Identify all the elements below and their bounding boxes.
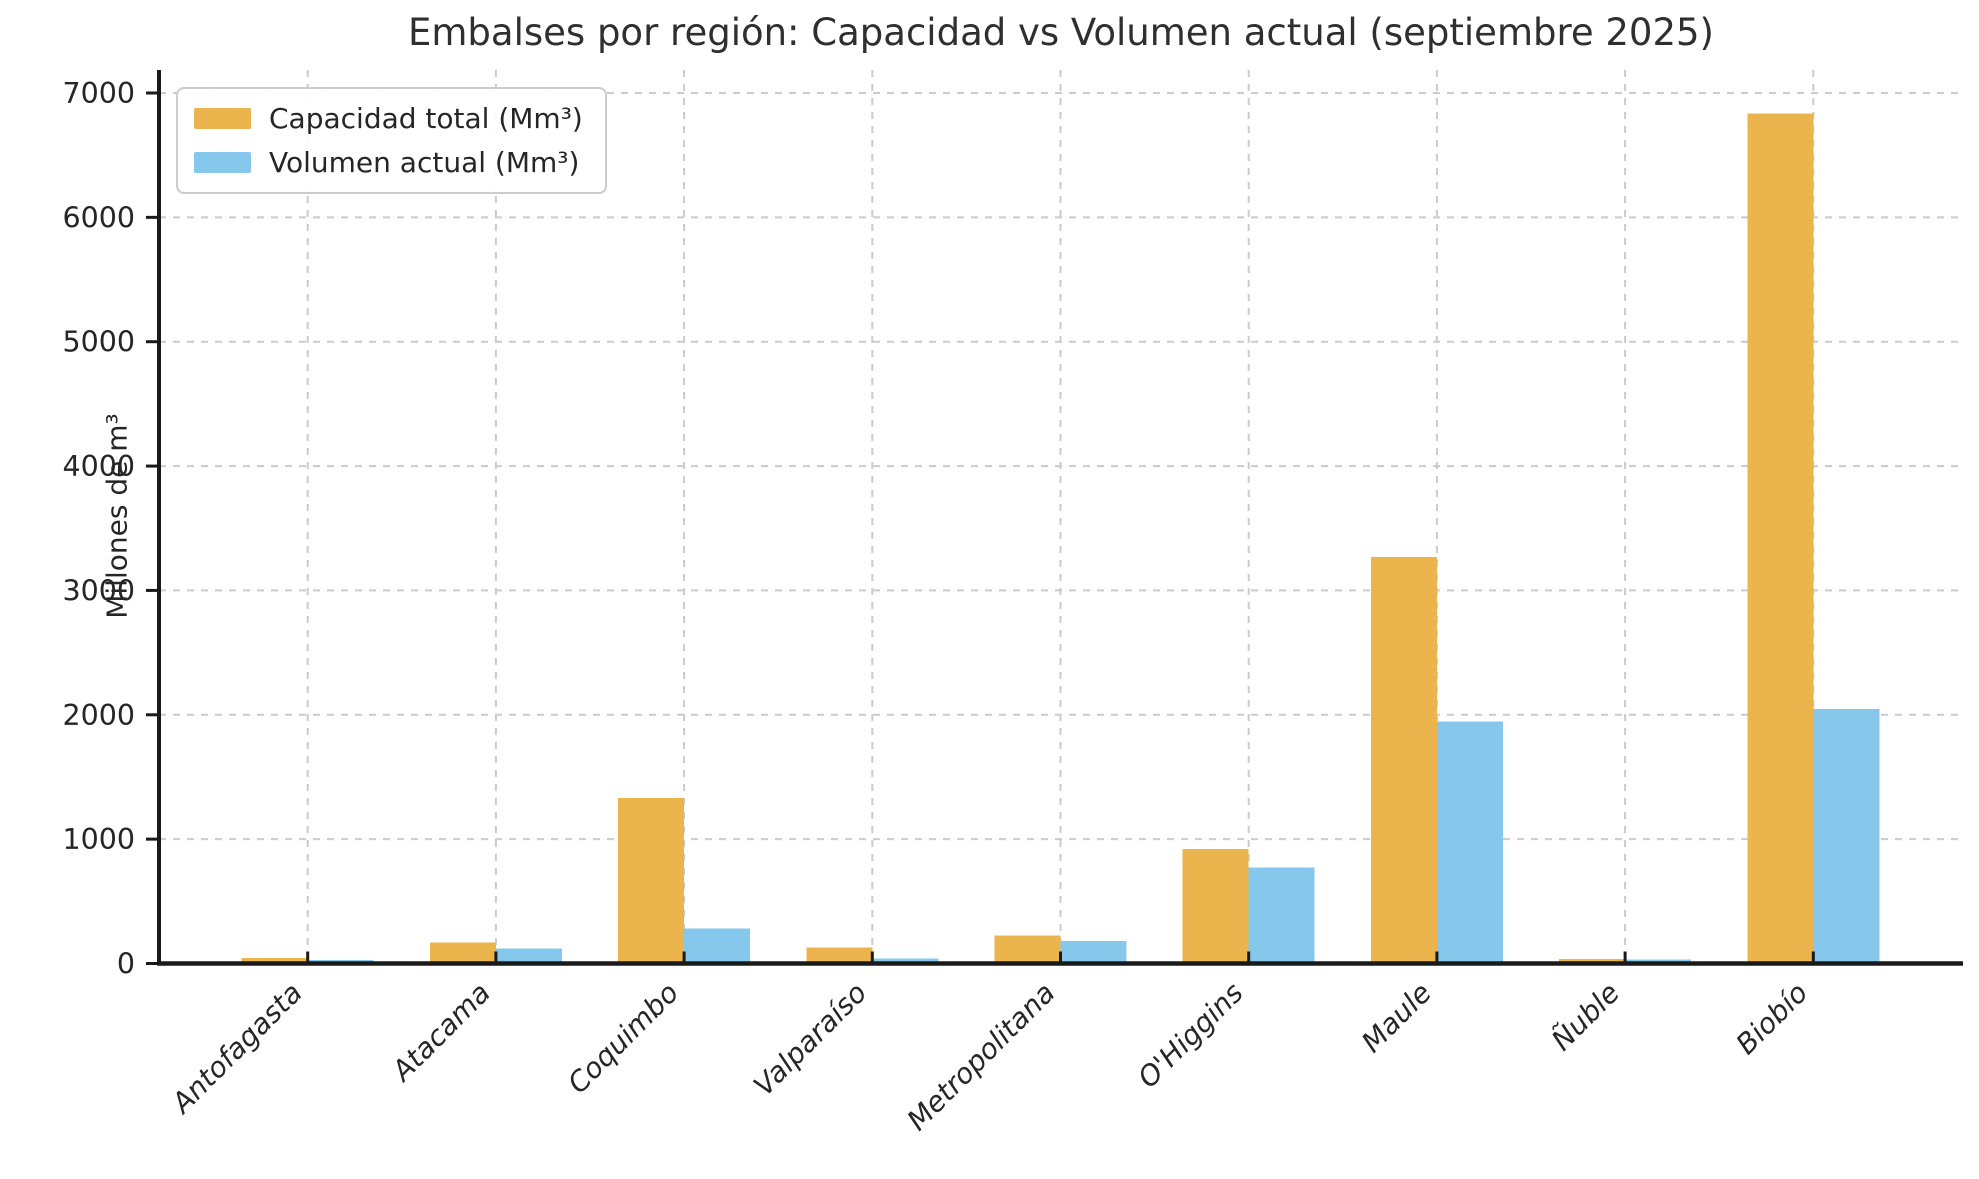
y-tick-label-5000: 5000 bbox=[62, 326, 135, 359]
y-tick-label-3000: 3000 bbox=[62, 574, 135, 607]
bar-volumen-biobi-o bbox=[1813, 709, 1880, 964]
x-tick-label-biobi-o: Biobío bbox=[1730, 976, 1815, 1061]
bar-capacidad-valparai-so bbox=[806, 947, 873, 964]
x-tick-label-valparai-so: Valparaíso bbox=[747, 976, 873, 1102]
legend: Capacidad total (Mm³) Volumen actual (Mm… bbox=[176, 87, 607, 194]
y-tick-label-2000: 2000 bbox=[62, 699, 135, 732]
bar-volumen-atacama bbox=[495, 948, 562, 964]
x-tick-label-antofagasta: Antofagasta bbox=[164, 976, 309, 1121]
bar-volumen-maule bbox=[1436, 721, 1503, 964]
bar-capacidad-o-higgins bbox=[1182, 849, 1249, 964]
legend-swatch-volumen bbox=[194, 152, 251, 173]
x-tick-label-o-higgins: O'Higgins bbox=[1131, 976, 1249, 1094]
bar-capacidad-biobi-o bbox=[1747, 113, 1814, 964]
bar-volumen-valparai-so bbox=[872, 958, 939, 964]
legend-item-capacidad: Capacidad total (Mm³) bbox=[194, 102, 583, 135]
y-tick-label-6000: 6000 bbox=[62, 201, 135, 234]
x-tick-label-metropolitana: Metropolitana bbox=[901, 976, 1062, 1137]
bar-volumen-o-higgins bbox=[1248, 867, 1315, 964]
legend-swatch-capacidad bbox=[194, 108, 251, 129]
bar-volumen-coquimbo bbox=[684, 928, 751, 964]
bar-capacidad-n-uble bbox=[1559, 958, 1626, 964]
x-tick-label-coquimbo: Coquimbo bbox=[561, 976, 685, 1100]
bar-capacidad-atacama bbox=[429, 942, 496, 964]
y-tick-label-1000: 1000 bbox=[62, 823, 135, 856]
y-tick-label-0: 0 bbox=[117, 948, 135, 981]
bar-capacidad-antofagasta bbox=[241, 957, 308, 964]
bar-capacidad-metropolitana bbox=[994, 935, 1061, 964]
x-tick-label-atacama: Atacama bbox=[384, 976, 497, 1089]
chart-title: Embalses por región: Capacidad vs Volume… bbox=[408, 11, 1714, 54]
legend-item-volumen: Volumen actual (Mm³) bbox=[194, 146, 583, 179]
bar-capacidad-maule bbox=[1370, 556, 1437, 964]
x-tick-label-n-uble: Ñuble bbox=[1545, 976, 1626, 1057]
x-tick-label-maule: Maule bbox=[1355, 976, 1438, 1059]
legend-label-volumen: Volumen actual (Mm³) bbox=[269, 146, 580, 179]
bar-volumen-metropolitana bbox=[1060, 941, 1127, 964]
legend-label-capacidad: Capacidad total (Mm³) bbox=[269, 102, 583, 135]
bar-capacidad-coquimbo bbox=[618, 798, 685, 964]
y-tick-label-7000: 7000 bbox=[62, 77, 135, 110]
y-tick-label-4000: 4000 bbox=[62, 450, 135, 483]
